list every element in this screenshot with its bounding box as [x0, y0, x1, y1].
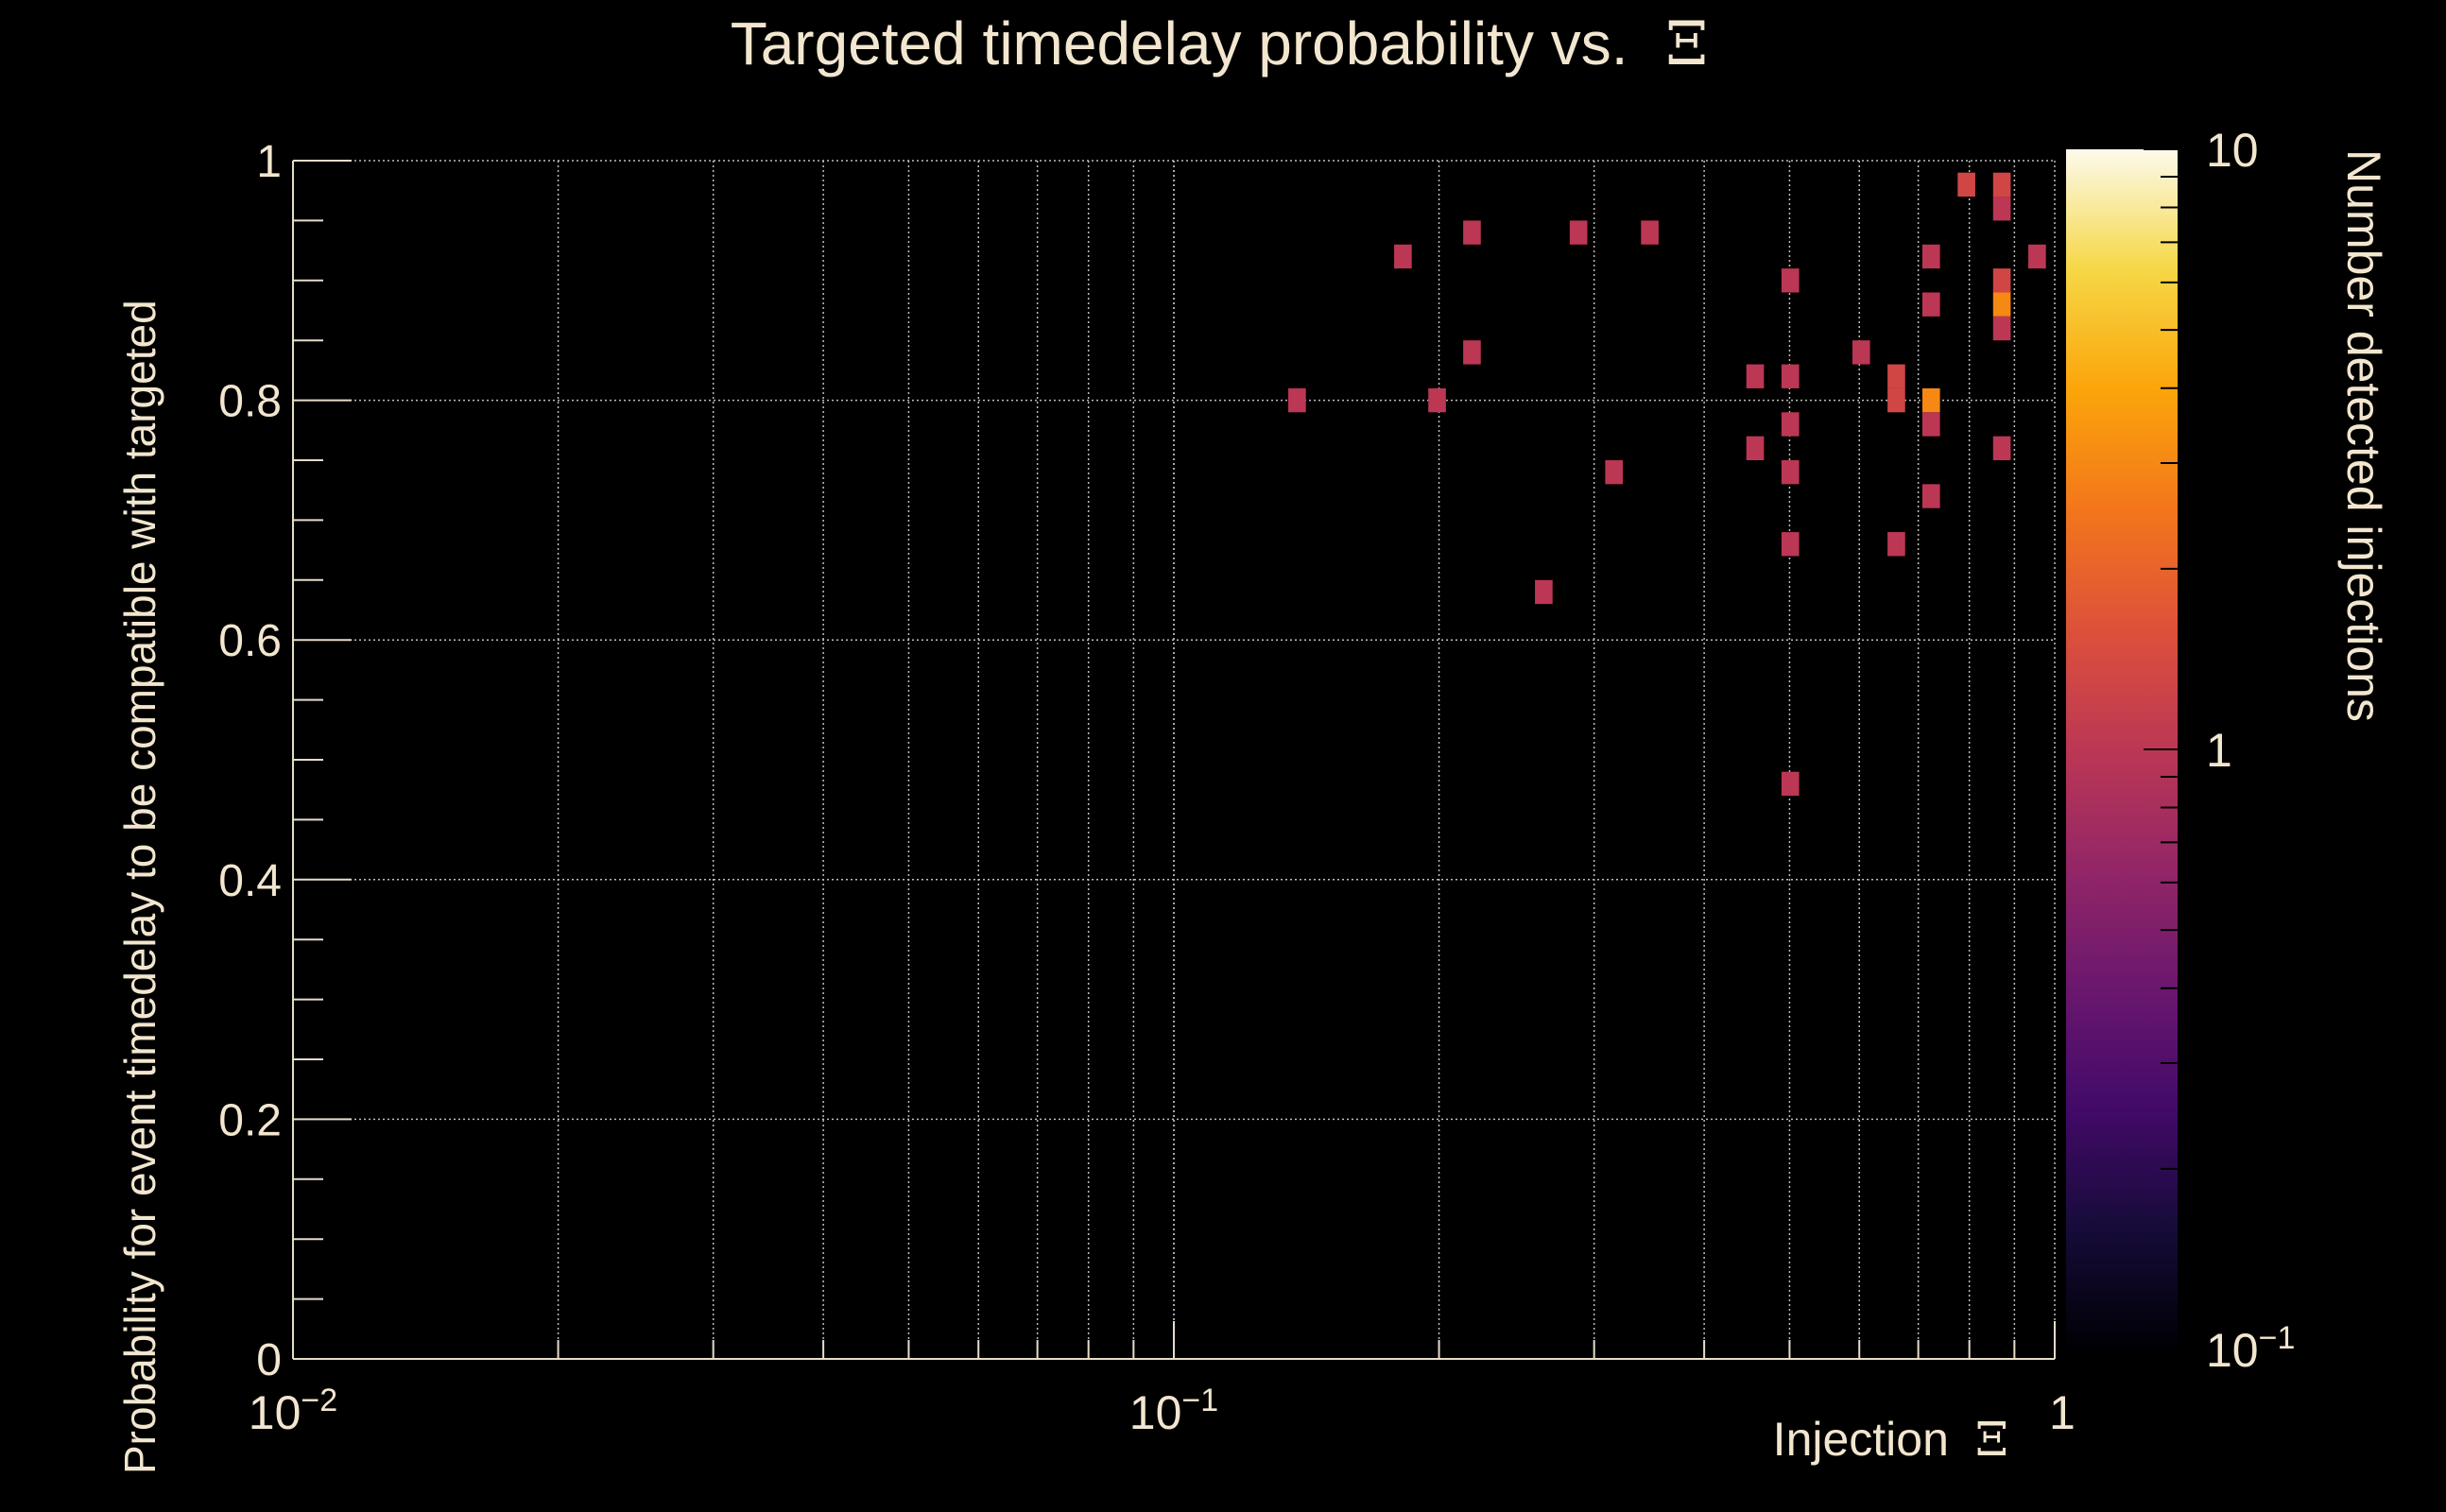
- chart-title-symbol: Ξ: [1665, 9, 1708, 79]
- heatmap-bin: [1535, 579, 1553, 605]
- heatmap-bin: [1781, 771, 1800, 797]
- x-tick-label: 10−1: [1129, 1383, 1218, 1439]
- heatmap-bin: [1992, 172, 2011, 198]
- x-axis-label-text: Injection: [1773, 1413, 1949, 1466]
- heatmap-bin: [1641, 220, 1659, 245]
- heatmap-bin: [1887, 387, 1905, 413]
- heatmap-bin: [1463, 220, 1481, 245]
- heatmap-bin: [2028, 244, 2046, 269]
- heatmap-bin: [1394, 244, 1412, 269]
- chart-title-text: Targeted timedelay probability vs.: [731, 9, 1628, 77]
- x-tick-label: 1: [2049, 1386, 2076, 1439]
- colorbar-tick-label-base: 10: [2206, 1324, 2259, 1377]
- colorbar-tick-label: 10−1: [2206, 1320, 2295, 1377]
- y-axis-label: Probability for event timedelay to be co…: [115, 300, 164, 1474]
- heatmap-bin: [1463, 340, 1481, 365]
- heatmap-bin: [1921, 292, 1940, 317]
- heatmap-bin: [1992, 316, 2011, 341]
- heatmap-bin: [1569, 220, 1588, 245]
- y-tick-label: 0.4: [218, 856, 282, 906]
- heatmap-bin: [1746, 364, 1765, 388]
- x-tick-label-base: 1: [2049, 1386, 2076, 1439]
- heatmap-bin: [1992, 436, 2011, 460]
- x-tick-label-base: 10: [249, 1386, 301, 1439]
- heatmap-bin: [1781, 532, 1800, 557]
- heatmap-bin: [1992, 197, 2011, 221]
- colorbar-tick-label: 1: [2206, 724, 2232, 777]
- colorbar-label: Number detected injections: [2337, 149, 2390, 722]
- colorbar-tick-label-exponent: −1: [2259, 1320, 2296, 1356]
- colorbar: [2066, 148, 2178, 1350]
- plot-axes: [292, 160, 2056, 1360]
- y-tick-label: 0: [256, 1335, 282, 1385]
- heatmap-bin: [1288, 387, 1306, 413]
- heatmap-bin: [1992, 268, 2011, 293]
- x-tick-label-exponent: −1: [1181, 1383, 1218, 1418]
- heatmap-bin: [1428, 387, 1446, 413]
- x-axis-label: Injection Ξ: [1773, 1412, 2008, 1467]
- heatmap-bins: [1288, 172, 2046, 797]
- x-tick-label: 10−2: [249, 1383, 337, 1439]
- y-axis-tick-labels: 0 0.2 0.4 0.6 0.8 1: [218, 137, 282, 1385]
- y-tick-label: 0.6: [218, 616, 282, 666]
- colorbar-tick-label-base: 1: [2206, 724, 2232, 777]
- heatmap-bin: [1921, 244, 1940, 269]
- heatmap-bin: [1921, 387, 1940, 413]
- heatmap-bin: [1887, 364, 1905, 388]
- x-axis-tick-labels: 10−2 10−1 1: [249, 1383, 2076, 1439]
- heatmap-bin: [1781, 364, 1800, 388]
- heatmap-bin: [1605, 460, 1624, 485]
- colorbar-tick-label: 10: [2206, 124, 2259, 177]
- colorbar-tick-label-base: 10: [2206, 124, 2259, 177]
- y-tick-label: 0.2: [218, 1095, 282, 1145]
- heatmap-bin: [1781, 268, 1800, 293]
- heatmap-bin: [1781, 460, 1800, 485]
- y-tick-label: 0.8: [218, 377, 282, 427]
- heatmap-bin: [1746, 436, 1765, 460]
- y-tick-label: 1: [256, 137, 282, 187]
- heatmap-bin: [1921, 412, 1940, 437]
- x-tick-label-exponent: −2: [301, 1383, 337, 1418]
- heatmap-bin: [1852, 340, 1870, 365]
- heatmap-bin: [1781, 412, 1800, 437]
- x-axis-label-symbol: Ξ: [1975, 1412, 2008, 1467]
- chart-title: Targeted timedelay probability vs. Ξ: [731, 9, 1709, 79]
- heatmap-bin: [1992, 292, 2011, 317]
- heatmap-bin: [1887, 532, 1905, 557]
- heatmap-bin: [1921, 484, 1940, 508]
- heatmap-bin: [1957, 172, 1975, 198]
- x-tick-label-base: 10: [1129, 1386, 1182, 1439]
